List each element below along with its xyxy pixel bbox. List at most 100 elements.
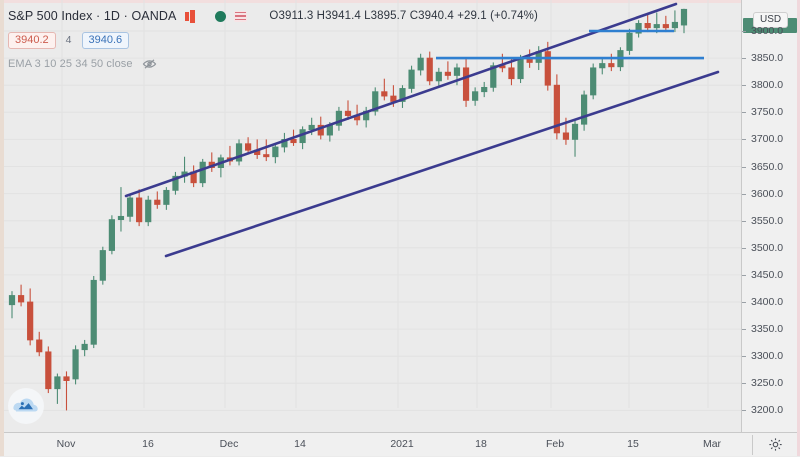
ascending-channel-upper[interactable] — [124, 2, 678, 198]
left-accent-bar — [0, 0, 4, 456]
chart-legend: S&P 500 Index · 1D · OANDA O3911.3 H3941… — [8, 6, 748, 73]
candle — [680, 8, 688, 34]
axis-separator — [752, 435, 753, 455]
ohlc-values: O3911.3 H3941.4 L3895.7 C3940.4 +29.1 (+… — [269, 10, 538, 22]
candle — [8, 291, 16, 319]
candle — [444, 61, 451, 80]
candle — [662, 15, 669, 33]
price-tick: 3750.0 — [742, 106, 798, 118]
candle — [608, 53, 615, 72]
price-tick: 3700.0 — [742, 133, 798, 145]
candle — [90, 275, 97, 349]
candle — [45, 346, 52, 394]
candle — [108, 215, 115, 255]
candlestick-icon[interactable] — [184, 9, 197, 23]
price-tick: 3300.0 — [742, 350, 798, 362]
time-tick: Mar — [702, 438, 722, 450]
candle — [263, 139, 270, 162]
candle — [571, 119, 579, 157]
green-dot-icon[interactable] — [215, 10, 227, 22]
candle — [299, 126, 306, 150]
candle — [335, 106, 343, 131]
time-tick: Feb — [545, 438, 565, 450]
candle — [481, 81, 488, 98]
candle — [181, 156, 188, 183]
time-axis[interactable]: Nov 16 Dec 14 2021 18 Feb 15 Mar — [4, 432, 797, 456]
tradingview-logo[interactable] — [8, 388, 44, 424]
ascending-channel-lower[interactable] — [164, 70, 720, 258]
legend-indicator-row[interactable]: EMA 3 10 25 34 50 close — [8, 55, 748, 73]
chart-type-icon-wrap[interactable] — [184, 9, 197, 23]
candle — [172, 171, 179, 195]
candle — [126, 193, 134, 222]
price-tick: 3850.0 — [742, 52, 798, 64]
ema-indicator-label[interactable]: EMA 3 10 25 34 50 close — [8, 58, 133, 70]
gear-icon[interactable] — [768, 437, 783, 452]
candle — [671, 10, 679, 33]
time-tick: Nov — [56, 438, 76, 450]
currency-badge: USD — [753, 12, 789, 28]
candle — [626, 28, 633, 55]
price-tick: 3350.0 — [742, 323, 798, 335]
time-tick: 16 — [142, 438, 154, 450]
spread-value: 4 — [65, 34, 72, 46]
candle — [644, 14, 651, 33]
price-tick: 3500.0 — [742, 242, 798, 254]
candle — [163, 187, 170, 210]
price-tick: 3200.0 — [742, 404, 798, 416]
candle — [553, 74, 560, 140]
candle — [145, 195, 152, 227]
candle — [635, 20, 642, 38]
candle — [372, 87, 379, 116]
bars-icon[interactable] — [234, 10, 248, 22]
price-tick: 3900.0 — [742, 25, 798, 37]
right-accent-bar — [797, 0, 800, 456]
candle — [581, 90, 588, 131]
time-tick: Dec — [219, 438, 239, 450]
candle — [399, 85, 406, 108]
time-tick: 15 — [627, 438, 639, 450]
candle — [381, 78, 388, 101]
price-tick: 3550.0 — [742, 215, 798, 227]
legend-quote-row: 3940.2 4 3940.6 — [8, 29, 748, 51]
price-tick: 3650.0 — [742, 161, 798, 173]
price-tick: 3600.0 — [742, 188, 798, 200]
candle — [590, 63, 597, 100]
legend-symbol-row: S&P 500 Index · 1D · OANDA O3911.3 H3941… — [8, 6, 748, 26]
eye-off-icon[interactable] — [142, 58, 157, 70]
candle — [462, 57, 470, 107]
candlestick-svg — [4, 0, 741, 411]
time-tick: 14 — [294, 438, 306, 450]
symbol-title[interactable]: S&P 500 Index · 1D · OANDA — [8, 9, 177, 23]
price-tick: 3450.0 — [742, 269, 798, 281]
candle — [36, 331, 43, 357]
chart-plot-area[interactable] — [4, 0, 741, 432]
candle — [117, 187, 125, 232]
candle — [599, 57, 606, 75]
candle — [217, 154, 224, 178]
price-tick: 3250.0 — [742, 377, 798, 389]
candle — [99, 246, 106, 285]
time-tick: 18 — [475, 438, 487, 450]
candle — [472, 87, 479, 106]
price-tick: 3800.0 — [742, 79, 798, 91]
candle — [417, 53, 424, 76]
candle — [27, 288, 34, 346]
candle — [226, 145, 234, 166]
candle — [435, 67, 442, 88]
candle — [235, 139, 243, 166]
price-tick: 3400.0 — [742, 296, 798, 308]
candle — [363, 106, 370, 128]
candle — [344, 100, 352, 120]
candle — [54, 373, 61, 404]
ask-price-badge[interactable]: 3940.6 — [81, 31, 130, 49]
bid-price-badge[interactable]: 3940.2 — [8, 31, 56, 49]
candle — [190, 165, 197, 188]
candle — [199, 158, 206, 188]
candle — [426, 51, 433, 86]
candle — [245, 137, 252, 155]
price-axis[interactable]: USD 3900.0 3850.0 3800.0 3750.0 3700.0 3650.0… — [741, 0, 797, 432]
grid-lines — [4, 0, 741, 411]
candle — [136, 189, 143, 227]
drawings[interactable] — [124, 2, 720, 258]
